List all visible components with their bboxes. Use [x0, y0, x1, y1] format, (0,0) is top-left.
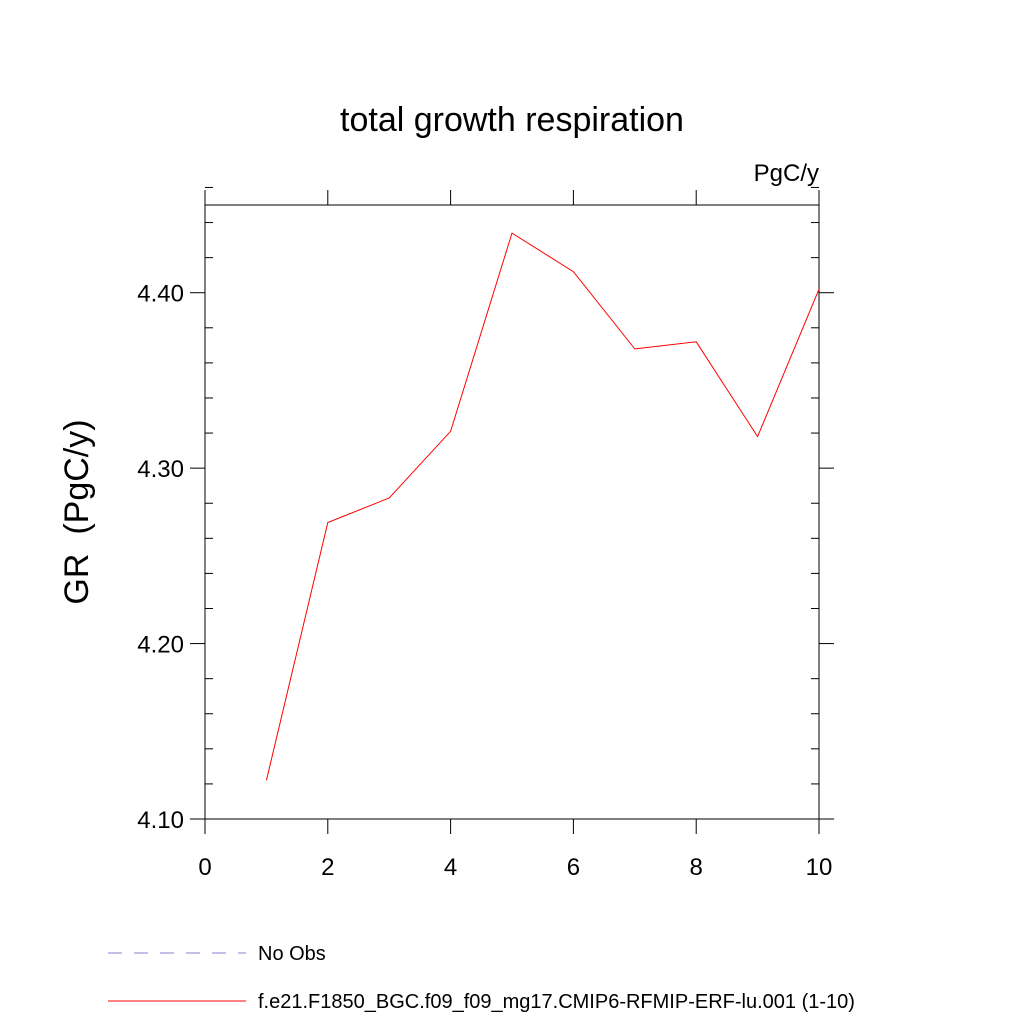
legend-no-obs-label: No Obs — [258, 943, 326, 965]
y-tick-label: 4.20 — [137, 632, 184, 659]
x-tick-label: 8 — [690, 854, 703, 881]
x-tick-label: 0 — [198, 854, 211, 881]
legend: No Obs f.e21.F1850_BGC.f09_f09_mg17.CMIP… — [108, 943, 855, 1013]
y-tick-label: 4.30 — [137, 456, 184, 483]
legend-series-label: f.e21.F1850_BGC.f09_f09_mg17.CMIP6-RFMIP… — [258, 991, 855, 1013]
series-line — [265, 232, 820, 781]
y-tick-label: 4.40 — [137, 281, 184, 308]
plot-frame — [204, 204, 820, 820]
x-tick-label: 4 — [444, 854, 457, 881]
y-tick-label: 4.10 — [137, 807, 184, 834]
y-axis-label: GR (PgC/y) — [58, 419, 96, 604]
x-tick-label: 10 — [806, 854, 833, 881]
x-tick-label: 6 — [567, 854, 580, 881]
units-label: PgC/y — [754, 160, 819, 187]
chart-title: total growth respiration — [340, 101, 684, 139]
series-group — [265, 232, 820, 781]
axis-ticks: 0 2 4 6 8 10 4.10 4.20 4.30 4.40 — [137, 186, 834, 881]
x-tick-label: 2 — [321, 854, 334, 881]
